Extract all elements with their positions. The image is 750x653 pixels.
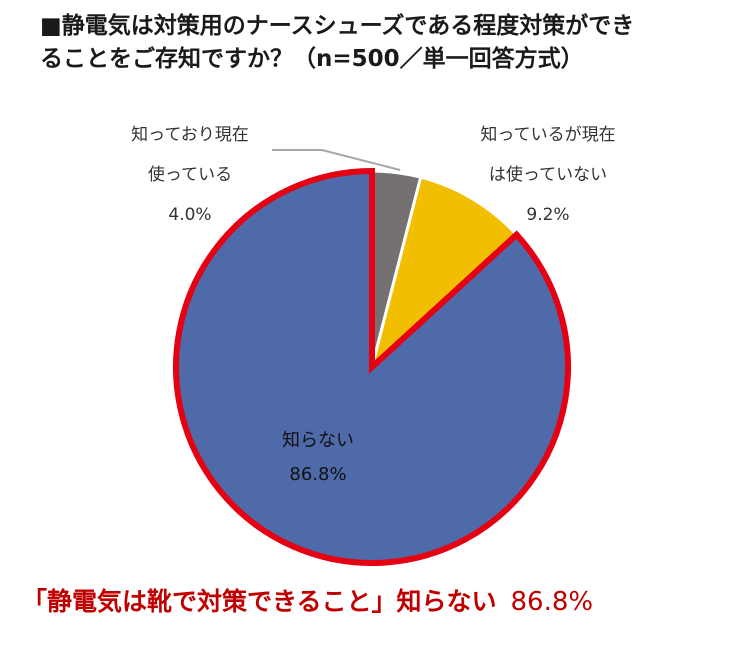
slice-2-value-label: 86.8% xyxy=(289,464,346,485)
callout-label: 「静電気は靴で対策できること」知らない xyxy=(22,587,497,616)
chart-title-line-1: ■静電気は対策用のナースシューズである程度対策ができ xyxy=(40,13,635,39)
slice-1-label-line-0: 知っているが現在 xyxy=(480,125,615,145)
slice-2-label-line-0: 知らない xyxy=(282,430,354,451)
highlight-outline xyxy=(173,167,571,566)
pie-slice-1 xyxy=(369,175,519,372)
slice-1-value-label: 9.2% xyxy=(526,205,569,225)
slice-1-label-line-1: は使っていない xyxy=(489,164,607,185)
slice-0-label-line-1: 使っている xyxy=(148,164,232,185)
leader-line-slice-0 xyxy=(272,149,401,171)
chart-title: ■静電気は対策用のナースシューズである程度対策ができ ることをご存知ですか？（n… xyxy=(40,10,730,76)
slice-0-value-label: 4.0% xyxy=(168,205,211,225)
chart-title-line-2: ることをご存知ですか？（n=500／単一回答方式） xyxy=(40,46,584,72)
slice-0-label-line-0: 知っており現在 xyxy=(131,125,249,145)
callout-text: 「静電気は靴で対策できること」知らない 86.8% xyxy=(22,582,742,618)
callout-value: 86.8% xyxy=(510,587,594,617)
